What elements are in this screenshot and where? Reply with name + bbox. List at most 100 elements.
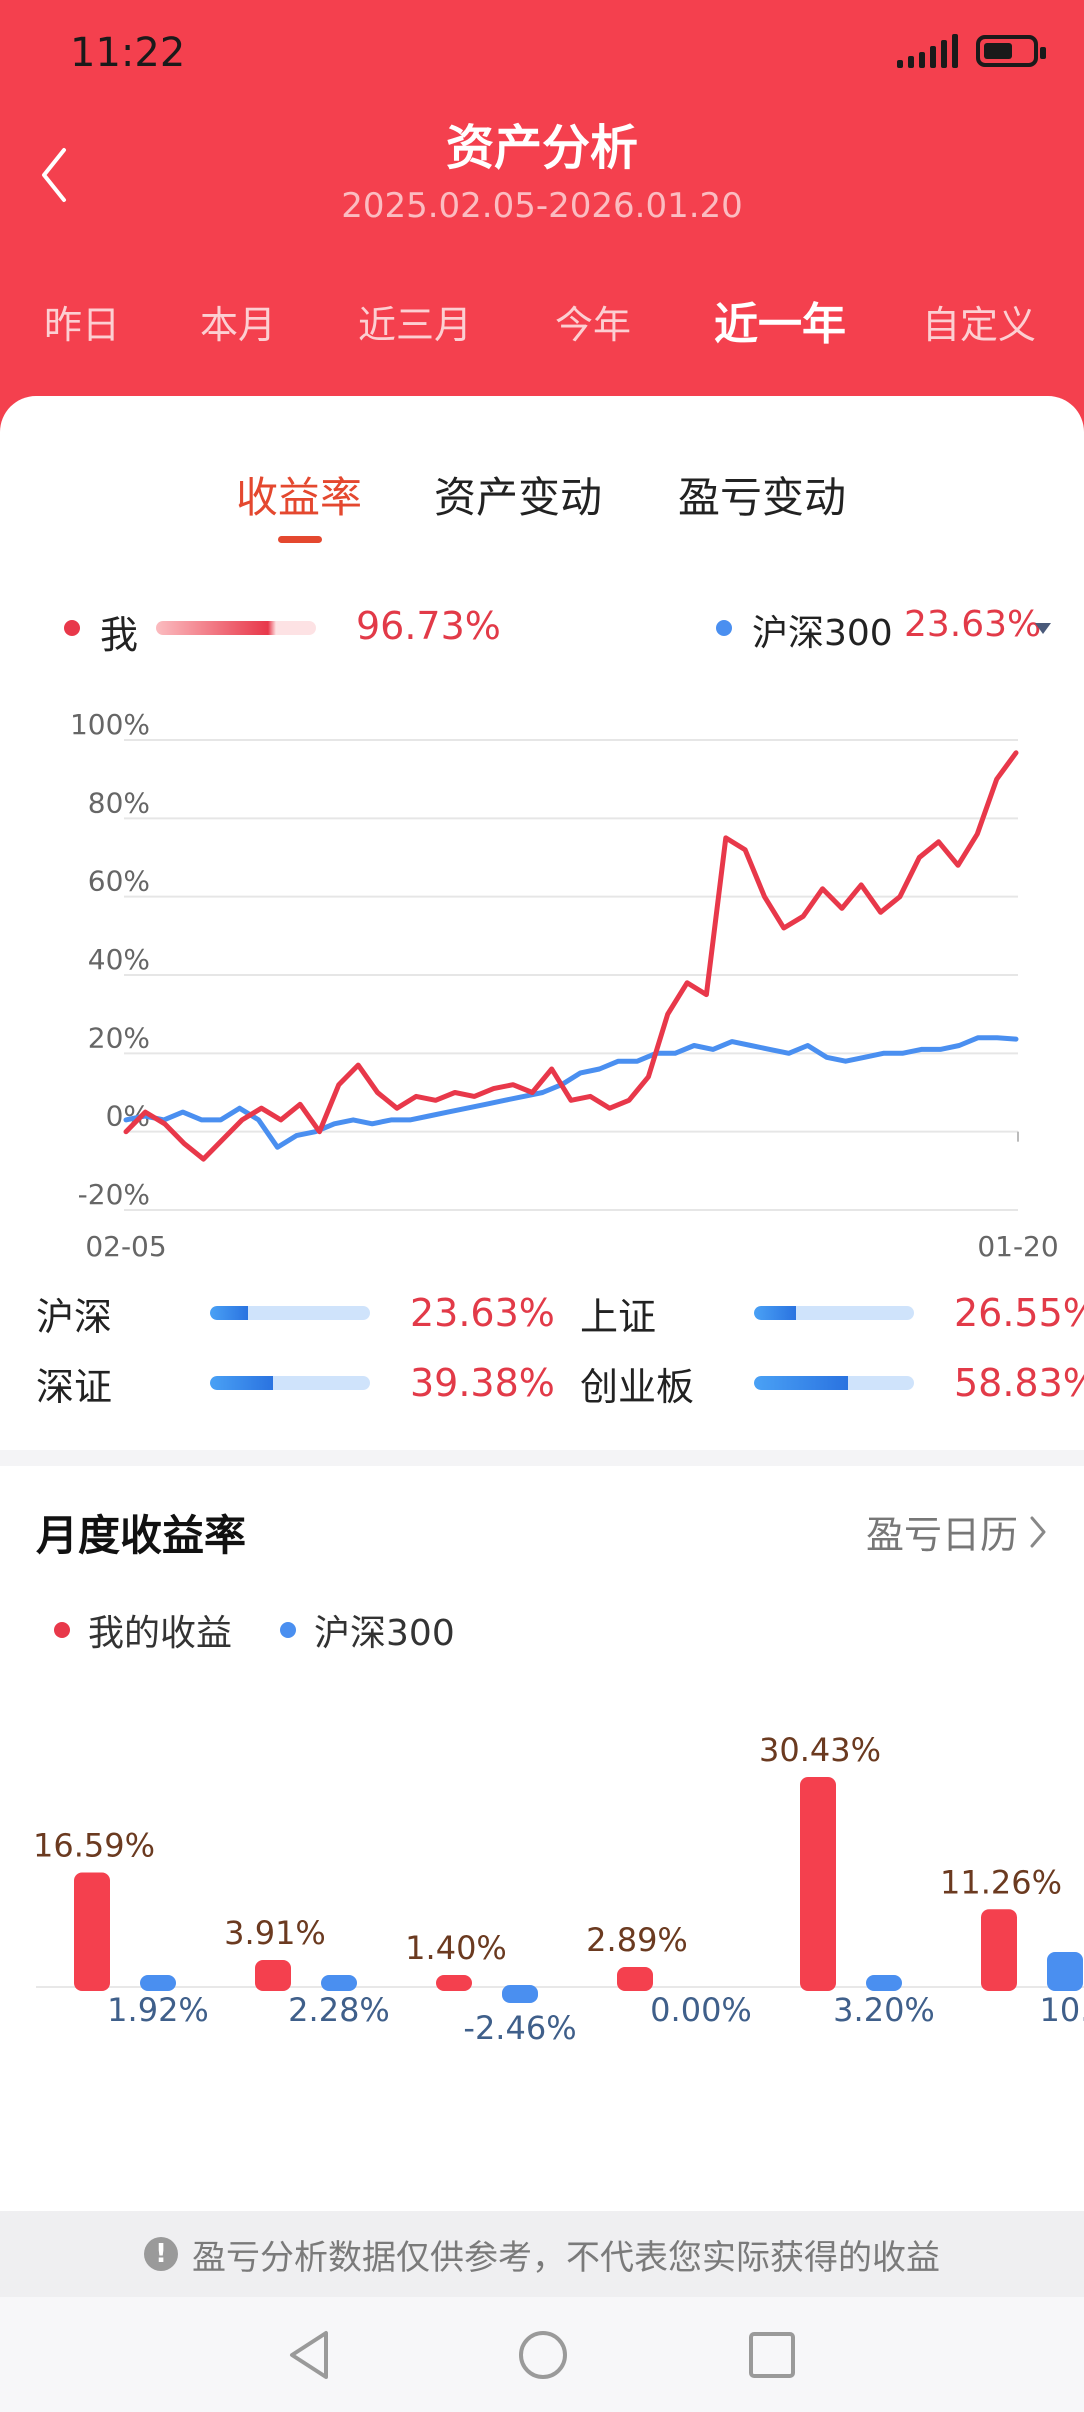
disclaimer-text: 盈亏分析数据仅供参考，不代表您实际获得的收益 bbox=[192, 2237, 940, 2278]
index-return-label: 1.92% bbox=[107, 1991, 209, 2029]
period-tabs: 昨日 本月 近三月 今年 近一年 自定义 bbox=[0, 294, 1084, 354]
y-tick-label: 100% bbox=[70, 708, 150, 741]
my-return-label: 11.26% bbox=[940, 1863, 1062, 1901]
battery-icon bbox=[976, 35, 1046, 67]
disclaimer-bar: ! 盈亏分析数据仅供参考，不代表您实际获得的收益 bbox=[0, 2211, 1084, 2297]
monthly-legend: 我的收益 沪深300 bbox=[54, 1604, 455, 1656]
index-legend-label: 沪深300 bbox=[752, 613, 893, 654]
index-progress-bar bbox=[210, 1306, 370, 1320]
index-progress-bar bbox=[754, 1306, 914, 1320]
me-dot-icon bbox=[54, 1622, 70, 1638]
my-return-bar[interactable] bbox=[981, 1909, 1017, 1991]
me-legend-label: 我 bbox=[100, 613, 139, 657]
tab-one-year[interactable]: 近一年 bbox=[714, 299, 846, 350]
index-value: 39.38% bbox=[410, 1361, 555, 1405]
nav-home-icon[interactable] bbox=[516, 2327, 570, 2383]
monthly-title: 月度收益率 bbox=[36, 1511, 247, 1560]
me-series-line bbox=[123, 750, 1019, 1162]
index-progress-fill bbox=[210, 1376, 273, 1390]
y-tick-label: 20% bbox=[88, 1021, 150, 1054]
status-icons bbox=[897, 34, 1046, 68]
active-tab-indicator bbox=[278, 536, 322, 543]
my-return-label: 30.43% bbox=[759, 1731, 881, 1769]
index-return-label: 0.00% bbox=[650, 1991, 752, 2029]
tab-this-year[interactable]: 今年 bbox=[555, 303, 632, 347]
my-return-bar[interactable] bbox=[74, 1872, 110, 1991]
header: 11:22 资产分析 2025.02.05-2026.01.20 昨日 本月 近… bbox=[0, 0, 1084, 470]
system-navbar bbox=[0, 2297, 1084, 2412]
page-title: 资产分析 bbox=[445, 120, 638, 176]
index-row-sh: 上证 26.55% bbox=[580, 1288, 1084, 1339]
date-range: 2025.02.05-2026.01.20 bbox=[341, 186, 743, 226]
index-row-sz: 深证 39.38% bbox=[36, 1358, 555, 1409]
me-legend-bar bbox=[156, 621, 316, 635]
index-value: 26.55% bbox=[954, 1291, 1084, 1335]
tab-asset-change[interactable]: 资产变动 bbox=[434, 473, 603, 522]
tab-this-month[interactable]: 本月 bbox=[200, 303, 277, 347]
my-return-bar[interactable] bbox=[255, 1960, 291, 1991]
tab-return-rate[interactable]: 收益率 bbox=[236, 473, 363, 522]
index-return-label: 2.28% bbox=[288, 1991, 390, 2029]
index-return-label: -2.46% bbox=[463, 2009, 576, 2047]
index-return-bar[interactable] bbox=[140, 1975, 176, 1991]
my-return-label: 16.59% bbox=[33, 1827, 155, 1865]
index-return-bar[interactable] bbox=[1047, 1952, 1083, 1991]
my-return-bar[interactable] bbox=[617, 1967, 653, 1991]
monthly-legend-index: 沪深300 bbox=[314, 1613, 455, 1654]
tab-custom[interactable]: 自定义 bbox=[922, 303, 1037, 347]
returns-card bbox=[0, 396, 1084, 1450]
index-return-bar[interactable] bbox=[866, 1975, 902, 1991]
index-legend-value[interactable]: 23.63% bbox=[904, 604, 1042, 645]
y-tick-label: -20% bbox=[78, 1178, 150, 1211]
index-dot-icon bbox=[280, 1622, 297, 1638]
my-return-label: 2.89% bbox=[586, 1921, 688, 1959]
nav-recents-icon[interactable] bbox=[746, 2327, 798, 2383]
index-progress-fill bbox=[754, 1306, 797, 1320]
monthly-card bbox=[0, 1466, 1084, 2211]
index-value: 23.63% bbox=[410, 1291, 555, 1335]
index-value: 58.83% bbox=[954, 1361, 1084, 1405]
index-name: 沪深 bbox=[36, 1294, 113, 1339]
index-return-label: 3.20% bbox=[833, 1991, 935, 2029]
me-dot-icon bbox=[64, 620, 80, 636]
pnl-calendar-link[interactable]: 盈亏日历 bbox=[866, 1504, 1048, 1559]
pnl-calendar-label: 盈亏日历 bbox=[865, 1513, 1018, 1557]
index-progress-bar bbox=[754, 1376, 914, 1390]
chart-legend: 我 96.73% 沪深300 23.63% bbox=[0, 604, 1084, 657]
index-return-bar[interactable] bbox=[502, 1985, 538, 2003]
my-return-label: 3.91% bbox=[224, 1914, 326, 1952]
nav-back-icon[interactable] bbox=[284, 2327, 334, 2383]
chevron-right-icon bbox=[1030, 1516, 1046, 1547]
index-progress-fill bbox=[210, 1306, 248, 1320]
my-return-bar[interactable] bbox=[800, 1777, 836, 1991]
y-tick-label: 60% bbox=[88, 865, 150, 898]
monthly-legend-me: 我的收益 bbox=[88, 1613, 233, 1654]
me-legend-value: 96.73% bbox=[356, 604, 501, 648]
index-name: 创业板 bbox=[580, 1364, 695, 1409]
back-button[interactable] bbox=[36, 140, 86, 210]
monthly-bar-chart: 16.59% 1.92% 3.91% 2.28% 1.40% -2.46% 2.89% 0.0… bbox=[33, 1731, 1084, 2047]
status-time: 11:22 bbox=[70, 30, 186, 76]
index-return-label: 10. bbox=[1040, 1991, 1084, 2029]
return-line-chart: 100%80%60%40%20%0%-20%02-05 01-20 bbox=[70, 708, 1059, 1260]
tab-yesterday[interactable]: 昨日 bbox=[44, 303, 121, 347]
sub-tabs: 收益率 资产变动 盈亏变动 bbox=[0, 464, 1084, 544]
my-return-bar[interactable] bbox=[436, 1975, 472, 1991]
index-series-line bbox=[123, 1035, 1019, 1150]
y-tick-label: 80% bbox=[88, 786, 150, 819]
index-progress-bar bbox=[210, 1376, 370, 1390]
chevron-left-icon bbox=[42, 148, 66, 202]
x-tick-label: 02-05 bbox=[85, 1230, 166, 1260]
index-dot-icon bbox=[716, 620, 732, 636]
my-return-label: 1.40% bbox=[405, 1929, 507, 1967]
tab-pnl-change[interactable]: 盈亏变动 bbox=[678, 473, 847, 522]
index-return-bar[interactable] bbox=[321, 1975, 357, 1991]
y-tick-label: 40% bbox=[88, 943, 150, 976]
x-tick-label: 01-20 bbox=[977, 1230, 1058, 1260]
index-row-hs: 沪深 23.63% bbox=[36, 1288, 555, 1339]
index-progress-fill bbox=[754, 1376, 849, 1390]
dropdown-caret-icon[interactable] bbox=[1034, 622, 1052, 636]
index-row-cyb: 创业板 58.83% bbox=[580, 1358, 1084, 1409]
tab-three-months[interactable]: 近三月 bbox=[358, 303, 473, 347]
